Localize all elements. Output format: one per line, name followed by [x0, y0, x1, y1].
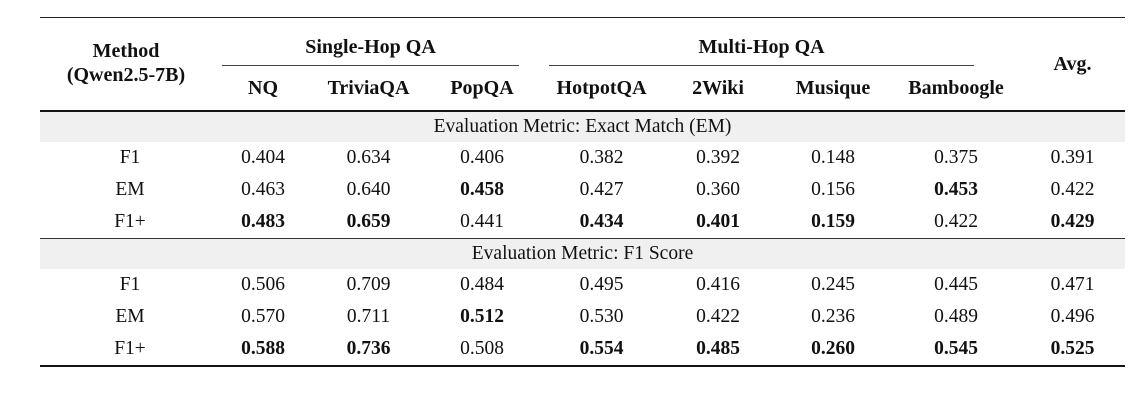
single-hop-label: Single-Hop QA [305, 36, 436, 58]
group-header-multi-hop: Multi-Hop QA [541, 18, 1020, 66]
metric-value: 0.570 [241, 306, 285, 327]
metric-value: 0.485 [696, 338, 740, 359]
metric-value: 0.360 [696, 179, 740, 200]
method-label: F1+ [114, 338, 146, 359]
metric-value: 0.406 [460, 147, 504, 168]
metric-value: 0.634 [346, 147, 391, 168]
method-label: EM [115, 179, 145, 200]
metric-value: 0.588 [241, 338, 285, 359]
metric-value: 0.709 [346, 274, 391, 295]
method-label: F1+ [114, 211, 146, 232]
metric-value: 0.156 [811, 179, 855, 200]
metric-value: 0.416 [696, 274, 740, 295]
metric-value: 0.711 [346, 306, 391, 327]
metric-value: 0.495 [579, 274, 624, 295]
metric-value: 0.506 [241, 274, 285, 295]
metric-value: 0.401 [696, 211, 740, 232]
metric-value: 0.148 [811, 147, 855, 168]
column-header-popqa: PopQA [423, 66, 542, 112]
single-hop-group-rule: Single-Hop QA [222, 32, 520, 66]
results-table: Method (Qwen2.5-7B) Single-Hop QA Multi-… [40, 17, 1126, 367]
metric-value: 0.512 [460, 306, 504, 327]
metric-value: 0.382 [579, 147, 624, 168]
metric-value: 0.483 [241, 211, 285, 232]
metric-value: 0.375 [934, 147, 978, 168]
metric-value: 0.434 [579, 211, 624, 232]
method-label: EM [115, 306, 145, 327]
table-row: F1 0.506 0.709 0.484 0.495 0.416 0.245 0.445 0.4… [40, 269, 1125, 301]
method-header-line2: (Qwen2.5-7B) [66, 64, 186, 86]
column-header-hotpotqa: HotpotQA [541, 66, 663, 112]
table-row: F1+ 0.588 0.736 0.508 0.554 0.485 0.260 0.545 0.… [40, 333, 1125, 366]
column-header-musique: Musique [774, 66, 893, 112]
metric-value: 0.484 [460, 274, 504, 295]
metric-value: 0.422 [696, 306, 740, 327]
metric-value: 0.445 [934, 274, 978, 295]
metric-value: 0.458 [460, 179, 504, 200]
metric-value: 0.453 [934, 179, 978, 200]
method-header-line1: Method [92, 40, 160, 63]
method-label: F1 [119, 147, 141, 168]
metric-value: 0.391 [1050, 147, 1095, 168]
metric-value: 0.427 [579, 179, 624, 200]
metric-value: 0.471 [1050, 274, 1095, 295]
table-row: EM 0.570 0.711 0.512 0.530 0.422 0.236 0.489 0.4… [40, 301, 1125, 333]
metric-value: 0.640 [346, 179, 391, 200]
metric-value: 0.489 [934, 306, 978, 327]
multi-hop-group-rule: Multi-Hop QA [549, 32, 975, 66]
table-body: Evaluation Metric: Exact Match (EM) F1 0.4… [40, 111, 1126, 366]
table-row: F1+ 0.483 0.659 0.441 0.434 0.401 0.159 0.422 0.… [40, 206, 1125, 239]
metric-value: 0.736 [346, 338, 391, 359]
method-label: F1 [119, 274, 141, 295]
metric-value: 0.525 [1050, 338, 1095, 359]
metric-value: 0.496 [1050, 306, 1095, 327]
column-header-triviaqa: TriviaQA [314, 66, 423, 112]
metric-value: 0.463 [241, 179, 285, 200]
section-title: Evaluation Metric: F1 Score [40, 238, 1126, 269]
metric-value: 0.554 [579, 338, 624, 359]
section-title: Evaluation Metric: Exact Match (EM) [40, 111, 1126, 142]
avg-header: Avg. [1020, 17, 1126, 112]
metric-value: 0.422 [934, 211, 978, 232]
group-header-row: Method (Qwen2.5-7B) Single-Hop QA Multi-… [40, 17, 1126, 112]
metric-value: 0.429 [1050, 211, 1095, 232]
metric-value: 0.236 [811, 306, 855, 327]
multi-hop-label: Multi-Hop QA [698, 36, 825, 58]
metric-value: 0.530 [579, 306, 624, 327]
table-row: EM 0.463 0.640 0.458 0.427 0.360 0.156 0.453 0.4… [40, 174, 1125, 206]
metric-value: 0.245 [811, 274, 855, 295]
metric-value: 0.659 [346, 211, 391, 232]
table-row: F1 0.404 0.634 0.406 0.382 0.392 0.148 0.375 0.3… [40, 142, 1125, 174]
metric-value: 0.404 [241, 147, 285, 168]
group-header-single-hop: Single-Hop QA [212, 18, 541, 66]
metric-value: 0.422 [1050, 179, 1095, 200]
metric-value: 0.260 [811, 338, 855, 359]
column-header-nq: NQ [212, 66, 314, 112]
metric-value: 0.441 [460, 211, 504, 232]
metric-value: 0.159 [811, 211, 855, 232]
table-header: Method (Qwen2.5-7B) Single-Hop QA Multi-… [40, 17, 1126, 112]
column-header-row: NQ TriviaQA PopQA HotpotQA 2Wiki Musique… [40, 66, 1125, 112]
method-header: Method (Qwen2.5-7B) [40, 17, 212, 112]
metric-value: 0.545 [934, 338, 978, 359]
column-header-bamboogle: Bamboogle [892, 66, 1021, 112]
metric-value: 0.392 [696, 147, 740, 168]
section-band-row: Evaluation Metric: F1 Score [40, 238, 1126, 269]
metric-value: 0.508 [460, 338, 504, 359]
section-band-row: Evaluation Metric: Exact Match (EM) [40, 111, 1126, 142]
column-header-2wiki: 2Wiki [662, 66, 775, 112]
